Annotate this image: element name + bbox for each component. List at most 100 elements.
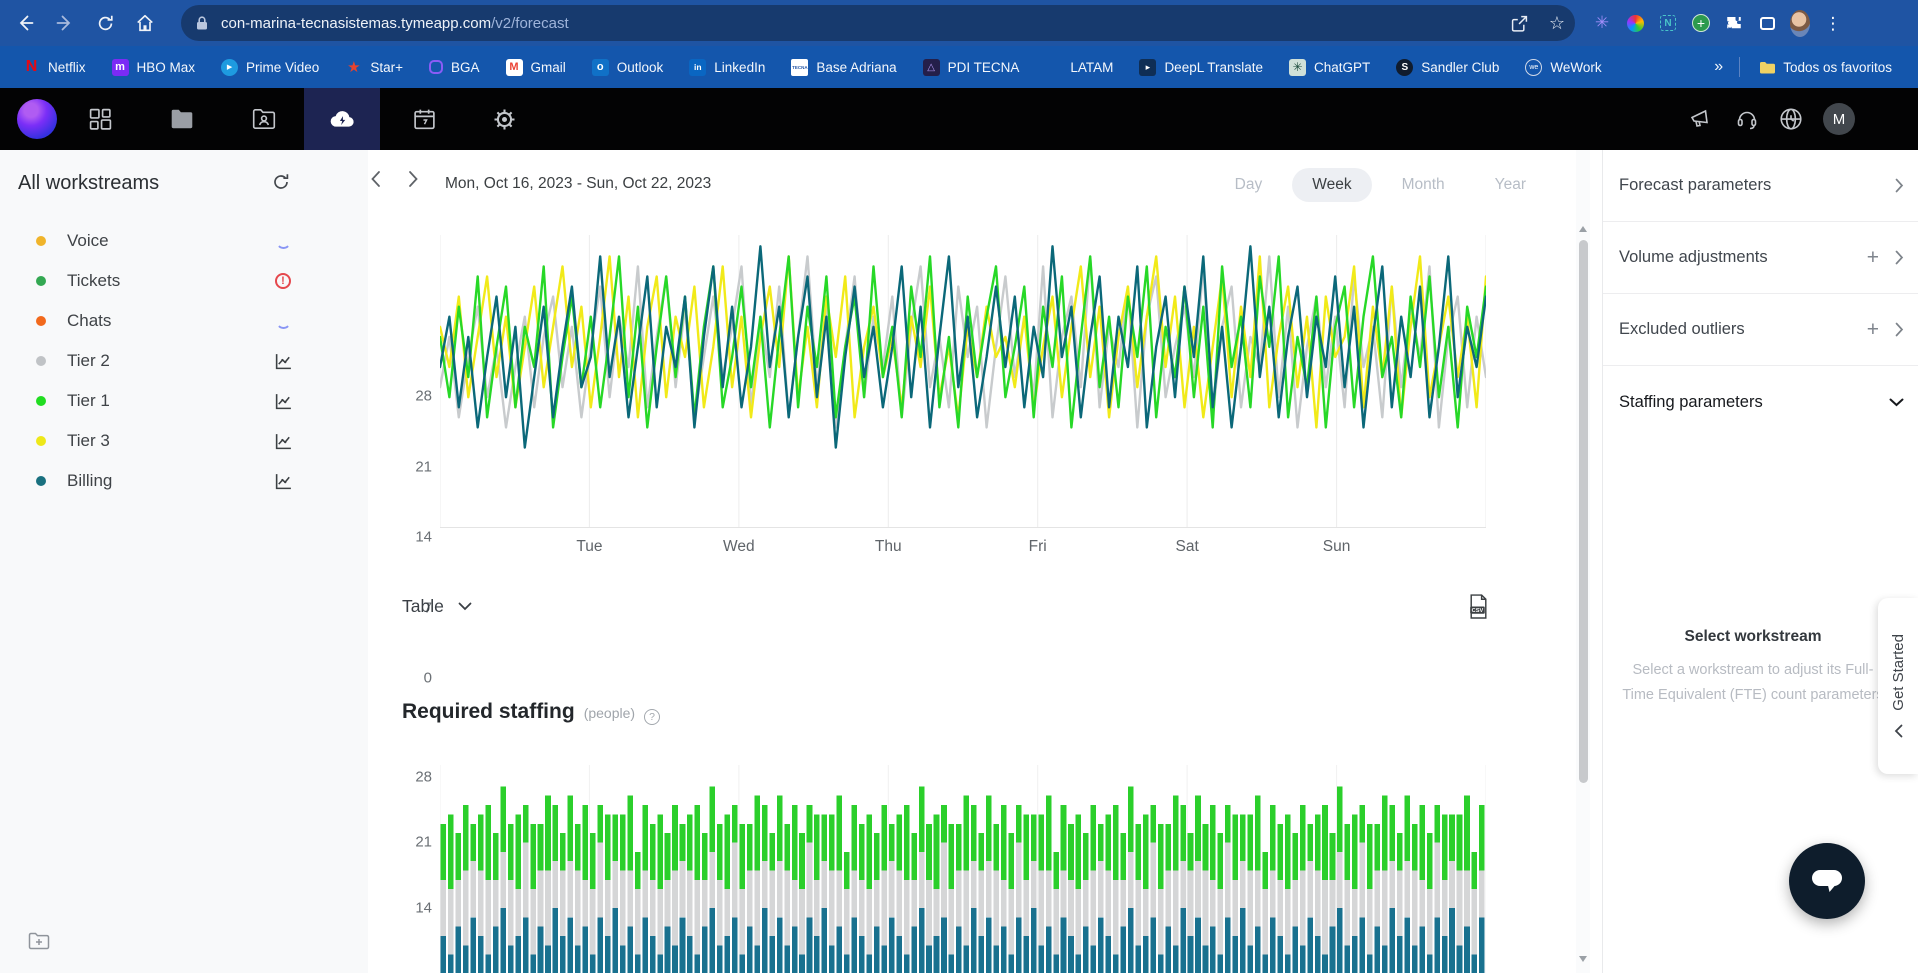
home-icon[interactable] xyxy=(130,8,160,38)
nav-settings-gear-icon[interactable] xyxy=(473,88,535,150)
bar-chart-ytick: 21 xyxy=(415,833,432,851)
timezone-globe-icon[interactable] xyxy=(1760,88,1822,150)
support-headset-icon[interactable] xyxy=(1716,88,1778,150)
nav-dashboard-icon[interactable] xyxy=(69,88,131,150)
address-bar[interactable]: con-marina-tecnasistemas.tymeapp.com/v2/… xyxy=(181,5,1575,41)
chevron-right-icon[interactable] xyxy=(1895,178,1904,193)
line-chart-ytick: 28 xyxy=(415,387,432,405)
bookmark-label: Star+ xyxy=(370,59,403,75)
tab-day[interactable]: Day xyxy=(1234,176,1263,193)
bookmark-gmail[interactable]: M Gmail xyxy=(493,52,579,82)
bookmarks-overflow-chevron[interactable]: » xyxy=(1714,58,1724,75)
bookmark-chatgpt[interactable]: ✳ ChatGPT xyxy=(1276,52,1383,82)
bookmark-pdi-tecna[interactable]: △ PDI TECNA xyxy=(910,52,1033,82)
prime-favicon: ▶ xyxy=(221,58,239,76)
bookmark-prime-video[interactable]: ▶ Prime Video xyxy=(208,52,332,82)
scrollbar-up-arrow[interactable] xyxy=(1579,226,1587,232)
share-icon[interactable] xyxy=(1510,14,1529,33)
scrollbar-thumb[interactable] xyxy=(1578,240,1588,783)
page-scrollbar[interactable] xyxy=(1576,150,1590,973)
sidebar-item-tier-2[interactable]: Tier 2 xyxy=(0,341,368,381)
select-workstream-hint: Select a workstream to adjust its Full-T… xyxy=(1622,662,1884,704)
add-icon[interactable]: + xyxy=(1866,318,1879,341)
bookmark-bga[interactable]: BGA xyxy=(416,52,493,82)
extensions-puzzle-icon[interactable] xyxy=(1724,13,1744,33)
tab-week[interactable]: Week xyxy=(1292,168,1372,202)
help-icon[interactable]: ? xyxy=(644,709,661,725)
app-logo[interactable] xyxy=(6,88,68,150)
bookmark-wework[interactable]: we WeWork xyxy=(1512,52,1614,82)
tecna-favicon: TECNA xyxy=(791,58,809,76)
extension-notion-icon[interactable]: N xyxy=(1658,13,1678,33)
folder-icon xyxy=(1758,59,1775,76)
chevron-down-icon[interactable] xyxy=(1889,398,1904,407)
add-folder-icon[interactable] xyxy=(28,932,50,950)
lock-icon[interactable] xyxy=(195,15,209,31)
panel-row-staffing-parameters[interactable]: Staffing parameters xyxy=(1603,366,1918,438)
browser-menu-icon[interactable]: ⋮ xyxy=(1824,13,1842,33)
forward-icon[interactable] xyxy=(50,8,80,38)
sidebar-item-tier-1[interactable]: Tier 1 xyxy=(0,381,368,421)
bookmark-linkedin[interactable]: in LinkedIn xyxy=(676,52,778,82)
bookmark-outlook[interactable]: o Outlook xyxy=(579,52,677,82)
scrollbar-down-arrow[interactable] xyxy=(1579,956,1587,962)
sidebar-item-billing[interactable]: Billing xyxy=(0,461,368,501)
bar-chart-ytick: 14 xyxy=(415,899,432,917)
loading-spinner-icon xyxy=(275,314,291,329)
line-chart-day-label: Thu xyxy=(874,538,902,555)
workstream-label: Tier 1 xyxy=(67,391,110,410)
nav-files-icon[interactable] xyxy=(151,88,213,150)
export-csv-icon[interactable]: CSV xyxy=(1468,594,1489,619)
panel-row-forecast-parameters[interactable]: Forecast parameters xyxy=(1603,150,1918,222)
refresh-icon[interactable] xyxy=(271,172,291,192)
profile-avatar[interactable] xyxy=(1790,9,1810,37)
reload-icon[interactable] xyxy=(90,8,120,38)
workstream-label: Billing xyxy=(67,471,113,490)
extension-pinwheel-icon[interactable] xyxy=(1625,13,1645,33)
user-avatar[interactable]: M xyxy=(1808,88,1870,150)
line-chart-ytick: 21 xyxy=(415,458,432,476)
tab-month[interactable]: Month xyxy=(1401,176,1445,193)
sidebar-item-tickets[interactable]: Tickets! xyxy=(0,261,368,301)
bookmark-hbo-max[interactable]: m HBO Max xyxy=(99,52,209,82)
sidebar-item-tier-3[interactable]: Tier 3 xyxy=(0,421,368,461)
back-icon[interactable] xyxy=(10,8,40,38)
sidebar-item-voice[interactable]: Voice xyxy=(0,221,368,261)
netflix-favicon: N xyxy=(25,58,38,75)
prev-week-arrow[interactable] xyxy=(362,166,388,192)
line-chart-day-label: Wed xyxy=(723,538,755,555)
chevron-right-icon[interactable] xyxy=(1895,250,1904,265)
chat-launcher-button[interactable] xyxy=(1789,843,1865,919)
next-week-arrow[interactable] xyxy=(400,166,426,192)
workstream-color-dot xyxy=(36,476,46,486)
bookmark-netflix[interactable]: N Netflix xyxy=(10,52,99,82)
required-staffing-bar-chart xyxy=(440,765,1486,973)
bookmark-deepl-translate[interactable]: ▸ DeepL Translate xyxy=(1126,52,1276,82)
nav-people-folder-icon[interactable] xyxy=(233,88,295,150)
sidebar-item-chats[interactable]: Chats xyxy=(0,301,368,341)
extension-adblock-icon[interactable]: + xyxy=(1691,13,1711,33)
bookmark-folder-favorites[interactable]: Todos os favoritos xyxy=(1756,52,1894,82)
table-toggle[interactable]: Table xyxy=(402,596,472,617)
bookmark-latam[interactable]: LATAM xyxy=(1032,52,1126,82)
announcements-icon[interactable] xyxy=(1669,88,1731,150)
nav-forecast-icon[interactable] xyxy=(311,88,373,150)
nav-schedule-icon[interactable] xyxy=(393,88,455,150)
bookmark-star-icon[interactable]: ☆ xyxy=(1548,12,1565,33)
chevron-right-icon[interactable] xyxy=(1895,322,1904,337)
chatgpt-favicon: ✳ xyxy=(1289,58,1306,76)
bookmark-base-adriana[interactable]: TECNA Base Adriana xyxy=(778,52,909,82)
bookmark-star-[interactable]: ★ Star+ xyxy=(332,52,416,82)
add-icon[interactable]: + xyxy=(1866,246,1879,269)
get-started-tab[interactable]: Get Started xyxy=(1878,598,1918,774)
panel-row-excluded-outliers[interactable]: Excluded outliers + xyxy=(1603,294,1918,366)
bookmark-label: ChatGPT xyxy=(1314,59,1371,75)
extension-flower-icon[interactable]: ✳ xyxy=(1594,13,1610,32)
tab-year[interactable]: Year xyxy=(1494,176,1526,193)
bookmarks-divider xyxy=(1739,57,1741,77)
panel-row-volume-adjustments[interactable]: Volume adjustments + xyxy=(1603,222,1918,294)
browser-toolbar: con-marina-tecnasistemas.tymeapp.com/v2/… xyxy=(0,0,1918,46)
bookmark-sandler-club[interactable]: S Sandler Club xyxy=(1383,52,1512,82)
side-panel-icon[interactable] xyxy=(1757,13,1777,33)
